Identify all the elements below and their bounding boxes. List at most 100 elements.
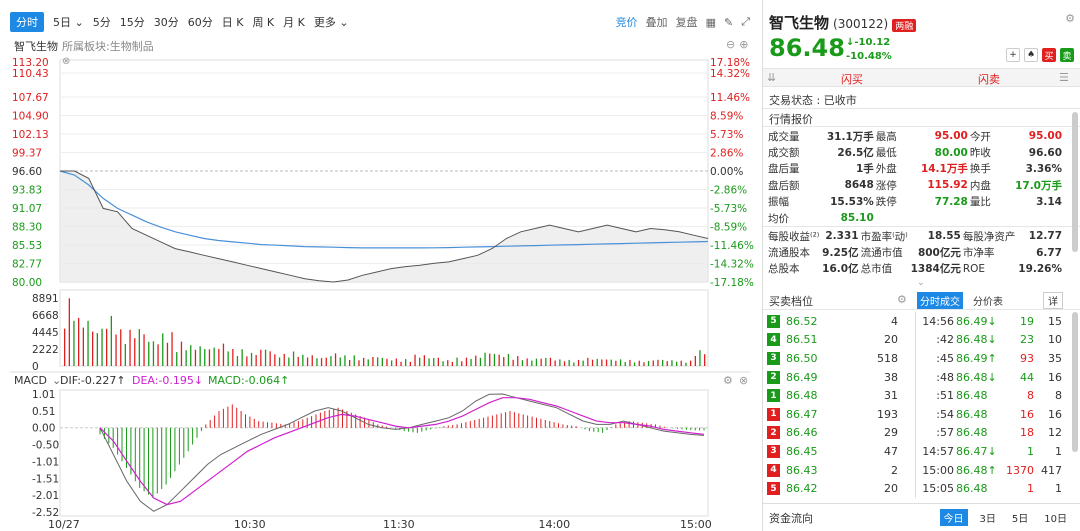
bid-level[interactable]: 3 86.45 47 <box>767 442 913 461</box>
trade-count: 1 <box>1055 444 1062 458</box>
tab-more[interactable]: 更多 ⌄ <box>313 16 349 29</box>
trade-count: 417 <box>1041 463 1062 477</box>
collapse-icon[interactable]: ⇊ <box>767 71 777 84</box>
bid-level[interactable]: 1 86.47 193 <box>767 405 913 424</box>
trade-time: :42 <box>936 333 954 347</box>
trade-volume: 23 <box>1020 333 1034 347</box>
auction-button[interactable]: 竞价 <box>615 16 638 29</box>
volume-bar <box>447 360 449 366</box>
tab-5day[interactable]: 5日 ⌄ <box>53 16 84 29</box>
field-label: 盘后量 <box>768 163 800 176</box>
field-label: 跌停 <box>875 196 897 209</box>
volume-bar <box>148 341 150 366</box>
bid-level[interactable]: 4 86.43 2 <box>767 461 913 480</box>
bid-level[interactable]: 2 86.46 29 <box>767 424 913 443</box>
add-watchlist-button[interactable]: + <box>1006 48 1020 62</box>
ask-level[interactable]: 5 86.52 4 <box>767 312 913 331</box>
trade-price: 86.48 <box>956 426 988 440</box>
volume-bar <box>559 359 561 366</box>
volume-bar <box>358 360 360 366</box>
flash-sell-button[interactable]: 闪卖 <box>978 73 1000 86</box>
buy-button[interactable]: 买 <box>1042 48 1056 62</box>
expand-chevron-icon[interactable]: ⌄ <box>917 278 925 288</box>
detail-button[interactable]: 详 <box>1043 292 1063 309</box>
trade-price: 86.49↑ <box>956 351 997 365</box>
volume-bar <box>325 357 327 366</box>
tab-30min[interactable]: 30分 <box>153 16 179 29</box>
price-line <box>60 170 709 283</box>
ask-level[interactable]: 4 86.51 20 <box>767 331 913 350</box>
tab-10day[interactable]: 10日 <box>1044 514 1067 525</box>
tab-today[interactable]: 今日 <box>939 509 968 526</box>
replay-button[interactable]: 复盘 <box>675 16 698 29</box>
trade-time: :54 <box>936 407 954 421</box>
ask-level[interactable]: 2 86.49 38 <box>767 368 913 387</box>
tab-price-table[interactable]: 分价表 <box>973 297 1003 308</box>
panel-controls: ⊖ ⊕ <box>722 38 748 51</box>
volume-bar <box>283 353 285 366</box>
plus-circle-icon[interactable]: ⊕ <box>739 38 749 51</box>
volume-bar <box>162 333 164 366</box>
time-tick-label: 11:30 <box>383 518 415 531</box>
volume-bar <box>204 349 206 366</box>
menu-icon[interactable]: ☰ <box>1059 71 1069 84</box>
tab-5day[interactable]: 5日 <box>1011 514 1029 525</box>
volume-bar <box>330 356 332 366</box>
minus-circle-icon[interactable]: ⊖ <box>726 38 736 51</box>
volume-bar <box>629 359 631 366</box>
field-label: ROE <box>962 262 986 275</box>
tab-3day[interactable]: 3日 <box>979 514 996 525</box>
trade-time: :51 <box>936 389 954 403</box>
tab-5min[interactable]: 5分 <box>92 16 111 29</box>
tab-weekly-k[interactable]: 周 K <box>252 16 275 29</box>
sell-button[interactable]: 卖 <box>1060 48 1074 62</box>
level-badge: 4 <box>767 463 780 477</box>
volume-bar <box>274 354 276 366</box>
tab-daily-k[interactable]: 日 K <box>221 16 244 29</box>
flash-buy-button[interactable]: 闪买 <box>841 73 863 86</box>
pen-icon[interactable]: ✎ <box>723 15 734 29</box>
scrollbar[interactable] <box>1072 112 1078 252</box>
bid-level[interactable]: 5 86.42 20 <box>767 479 913 498</box>
trade-row: :48 86.48↓ 44 16 <box>920 368 1065 387</box>
volume-bar <box>339 357 341 366</box>
ask-level[interactable]: 3 86.50 518 <box>767 349 913 368</box>
ask-level[interactable]: 1 86.48 31 <box>767 386 913 405</box>
expand-icon[interactable]: ⤢ <box>741 15 750 28</box>
gear-icon[interactable]: ⚙ <box>897 293 907 306</box>
divider <box>763 226 1080 227</box>
volume-bar <box>395 358 397 366</box>
scrollbar[interactable] <box>1072 312 1078 452</box>
gear-icon[interactable]: ⚙ <box>1065 12 1075 25</box>
tab-60min[interactable]: 60分 <box>187 16 213 29</box>
trade-count: 10 <box>1048 333 1062 347</box>
volume-bar <box>367 359 369 366</box>
volume-bar <box>134 338 136 366</box>
grid-icon[interactable]: ▦ <box>705 15 716 29</box>
trade-volume: 93 <box>1020 351 1034 365</box>
close-icon: ⊗ <box>739 374 748 387</box>
pct-tick-label: 11.46% <box>710 92 750 104</box>
volume-bar <box>138 329 140 366</box>
trade-status: 交易状态 : 已收市 <box>769 94 857 107</box>
volume-bar <box>260 349 262 366</box>
tab-intraday[interactable]: 分时 <box>10 12 44 32</box>
alert-button[interactable]: ♠ <box>1024 48 1038 62</box>
tab-tick-trades[interactable]: 分时成交 <box>917 292 963 309</box>
volume-bar <box>306 357 309 366</box>
level-volume: 20 <box>884 333 898 347</box>
field-value: 8648 <box>844 179 874 192</box>
price-tick-label: 88.30 <box>12 222 42 234</box>
tab-15min[interactable]: 15分 <box>119 16 145 29</box>
tab-monthly-k[interactable]: 月 K <box>283 16 305 29</box>
overlay-button[interactable]: 叠加 <box>645 16 668 29</box>
volume-bar <box>68 298 70 366</box>
volume-bar <box>657 359 659 366</box>
level-volume: 38 <box>884 370 898 384</box>
pct-tick-label: 8.59% <box>710 111 743 123</box>
volume-bar <box>101 328 103 366</box>
data-row: 总股本 16.0亿 总市值 1384亿元 ROE 19.26% <box>767 261 1063 277</box>
volume-bar <box>227 351 229 366</box>
pct-tick-label: -5.73% <box>710 203 747 215</box>
